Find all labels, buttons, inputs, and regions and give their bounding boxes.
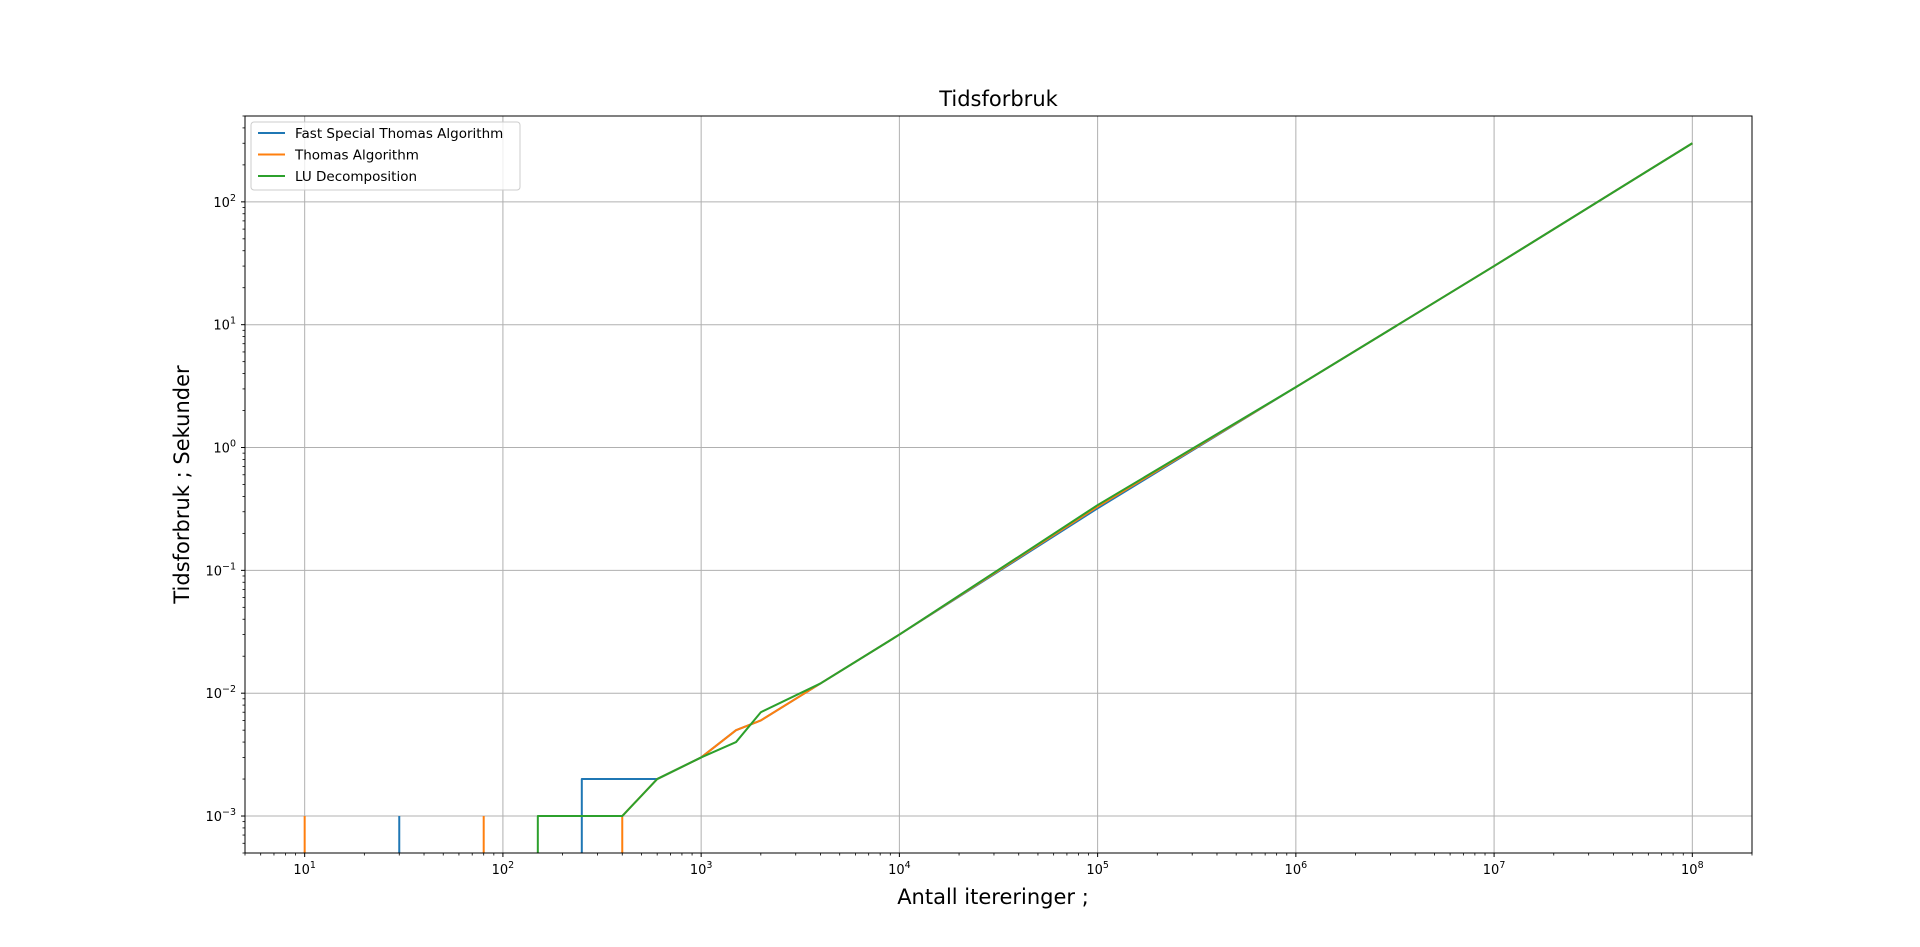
x-tick-label: 108 — [1681, 860, 1704, 878]
y-tick-label: 10−3 — [205, 807, 236, 825]
legend-label: LU Decomposition — [295, 169, 417, 185]
y-tick-label: 101 — [213, 316, 236, 334]
x-tick-label: 107 — [1483, 860, 1506, 878]
legend-entries: Fast Special Thomas Algorithm Thomas Algo… — [258, 126, 503, 185]
y-tick-label: 100 — [213, 439, 236, 457]
y-tick-label: 10−1 — [205, 561, 236, 579]
y-tick-label: 102 — [213, 193, 236, 211]
legend-label: Fast Special Thomas Algorithm — [295, 126, 503, 142]
legend-box — [250, 121, 521, 191]
series-line-3 — [536, 142, 1693, 853]
series-layer — [303, 142, 1693, 853]
tick-layer: 101 102 103 104 105 106 107 108 10−3 10−2 10−1 100 1… — [205, 115, 1753, 878]
legend-label: Thomas Algorithm — [294, 148, 419, 164]
y-axis-title: Tidsforbruk ; Sekunder — [170, 365, 194, 605]
x-tick-label: 103 — [690, 860, 713, 878]
x-axis-title: Antall itereringer ; — [897, 885, 1089, 909]
legend: Fast Special Thomas Algorithm Thomas Algo… — [250, 121, 521, 191]
x-tick-label: 106 — [1285, 860, 1308, 878]
x-tick-label: 104 — [888, 860, 911, 878]
x-tick-label: 105 — [1086, 860, 1109, 878]
x-tick-label: 102 — [492, 860, 515, 878]
chart-title: Tidsforbruk — [938, 87, 1058, 111]
y-tick-label: 10−2 — [205, 684, 236, 702]
x-tick-label: 101 — [293, 860, 316, 878]
